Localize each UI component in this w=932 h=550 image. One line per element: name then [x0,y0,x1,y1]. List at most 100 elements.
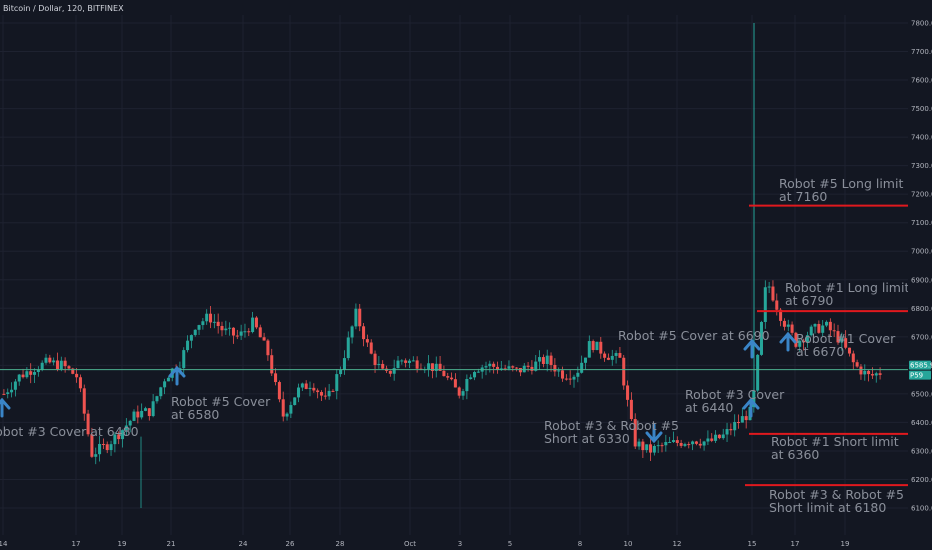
y-tick-label: 6200.0 [911,476,932,484]
candle-body [779,309,783,321]
x-tick-label: 17 [791,540,800,548]
candle-body [209,313,213,323]
candle-body [740,416,744,423]
candle-body [254,317,258,328]
x-tick-label: 12 [673,540,682,548]
annotation-line: at 6580 [171,407,219,422]
x-tick-label: Oct [404,540,416,548]
candle-body [744,416,748,421]
candle-body [821,325,825,333]
candle-body [714,434,718,441]
y-tick-label: 7500.0 [911,105,932,113]
annotation-line: Short at 6330 [544,431,630,446]
candle-body [664,442,668,446]
candle-body [798,340,802,347]
candle-body [78,377,82,389]
candle-body [186,340,190,351]
candle-body [679,442,683,446]
candle-body [580,362,584,373]
limit-lines: Robot #5 Long limit at 7160 Robot #1 Long … [745,176,909,515]
candle-body [859,366,863,375]
candle-body [293,397,297,406]
candle-body [300,383,304,388]
y-tick-label: 6100.0 [911,505,932,513]
limit-label-line: at 6790 [785,293,833,308]
candle-body [75,373,79,378]
candle-body [840,338,844,343]
candle-body [870,374,874,376]
candle-body [450,377,454,380]
candle-body [36,369,40,373]
candle-body [618,353,622,358]
candle-body [515,367,519,369]
candle-body [381,363,385,369]
arrows [0,331,797,444]
candle-body [817,323,821,333]
candle-body [595,341,599,351]
candle-body [13,381,17,390]
candle-body [488,363,492,367]
candle-body [675,440,679,443]
last-price-badge-bg [909,360,931,370]
candle-body [786,324,790,327]
candle-body [782,320,786,327]
candle-body [105,444,109,451]
annotation-line: Robot #5 Cover at 6690 [618,328,770,343]
candle-body [813,323,817,327]
candle-body [492,363,496,367]
candle-body [216,321,220,327]
candle-body [163,381,167,388]
candle-body [67,366,71,369]
candle-body [308,387,312,389]
y-tick-label: 6700.0 [911,333,932,341]
candle-body [25,371,29,378]
candle-body [473,372,477,378]
candle-body [10,389,14,393]
candle-body [228,327,232,329]
candle-body [522,365,526,373]
signal-arrow-icon [0,397,11,418]
candle-body [327,390,331,397]
candle-body [652,445,656,453]
y-tick-label: 7400.0 [911,134,932,142]
time-axis: 14 17 19 21 24 26 28 Oct 3 5 8 10 12 15 17 19 [0,540,849,548]
candle-body [836,331,840,343]
candle-body [526,365,530,367]
y-tick-label: 6300.0 [911,447,932,455]
limit-label: Robot #3 & Robot #5 Short limit at 6180 [769,487,904,515]
candle-body [82,388,86,414]
candle-body [21,374,25,378]
limit-label-line: Robot #5 Long limit [779,176,903,191]
candle-body [136,411,140,418]
candle-body [44,357,48,363]
candle-body [400,360,404,362]
candle-body [599,341,603,354]
candle-body [503,368,507,370]
x-tick-label: 3 [458,540,462,548]
candle-body [759,321,763,355]
y-tick-label: 6500.0 [911,390,932,398]
candle-body [159,387,163,397]
limit-label: Robot #1 Long limit at 6790 [785,280,909,308]
candle-body [335,374,339,392]
candle-body [825,321,829,326]
price-axis-panel[interactable] [908,0,932,550]
annotation-label: Robot #3 Cover at 6480 [0,424,139,439]
candle-body [805,335,809,343]
candle-body [224,328,228,331]
limit-label-line: Robot #1 Short limit [771,434,899,449]
annotation-label: Robot #3 & Robot #5 Short at 6330 [544,418,679,446]
candle-body [201,321,205,326]
candle-body [733,422,737,431]
candle-body [729,429,733,431]
candle-body [756,354,760,391]
candle-body [457,387,461,396]
annotation-line: at 6670 [796,344,844,359]
x-tick-label: 28 [336,540,345,548]
candle-body [874,373,878,376]
candle-body [29,371,33,375]
candle-body [809,326,813,336]
candle-body [710,438,714,441]
candle-body [358,308,362,327]
